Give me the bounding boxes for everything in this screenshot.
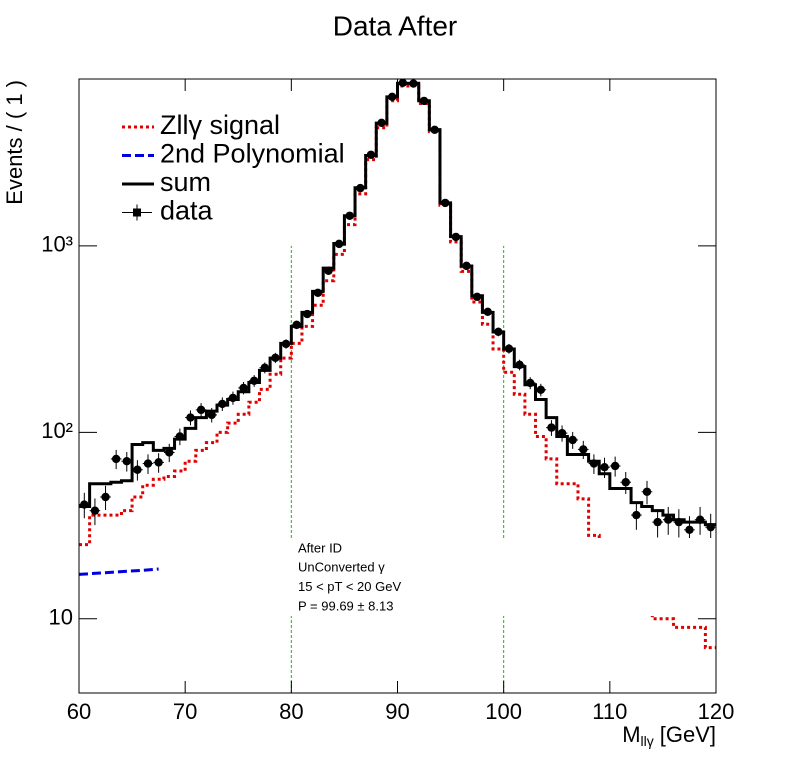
data-point — [207, 410, 216, 420]
data-point — [664, 515, 673, 524]
data-point — [303, 309, 312, 319]
data-point — [600, 463, 609, 472]
data-point — [228, 393, 238, 403]
data-point — [377, 118, 386, 128]
data-point — [292, 320, 301, 330]
data-point — [271, 353, 280, 363]
data-point — [409, 79, 418, 88]
x-tick-label: 100 — [485, 699, 522, 724]
data-point — [387, 92, 397, 102]
data-point — [610, 461, 620, 471]
legend-label: Zllγ signal — [160, 110, 280, 140]
data-point — [80, 500, 89, 509]
data-point — [706, 522, 715, 532]
data-point — [621, 478, 630, 487]
data-point — [462, 261, 471, 271]
x-tick-label: 70 — [173, 699, 197, 724]
data-point — [557, 428, 567, 438]
data-point — [239, 383, 248, 393]
x-tick-label: 60 — [67, 699, 91, 724]
data-point — [536, 385, 546, 395]
curve — [78, 567, 159, 576]
x-label-main: M — [622, 722, 640, 747]
x-label-unit: [GeV] — [660, 722, 716, 747]
data-point — [579, 445, 588, 454]
data-point — [430, 125, 439, 135]
data-point — [398, 78, 408, 88]
data-point — [483, 307, 492, 316]
chart-title: Data After — [333, 10, 458, 41]
annotation: 15 < pT < 20 GeV — [298, 579, 401, 594]
annotation: UnConverted γ — [298, 560, 385, 575]
data-point — [366, 150, 376, 159]
x-label-sub: llγ — [641, 733, 654, 749]
x-axis-label: Mllγ [GeV] — [622, 722, 716, 749]
data-point — [653, 517, 662, 527]
data-point — [218, 399, 227, 409]
x-tick-label: 110 — [592, 699, 627, 724]
y-axis-label: Events / ( 1 ) — [2, 80, 27, 205]
data-point — [356, 183, 365, 193]
data-point — [504, 344, 514, 353]
data-point — [685, 525, 694, 535]
data-point — [260, 363, 269, 372]
data-point — [526, 378, 535, 388]
step-line — [79, 81, 716, 527]
data-point — [674, 517, 684, 527]
data-point — [632, 510, 641, 520]
legend-label: sum — [160, 167, 211, 197]
data-point — [589, 459, 599, 468]
data-point — [281, 339, 291, 349]
data-point — [90, 506, 100, 515]
legend-label: 2nd Polynomial — [160, 139, 345, 169]
data-point — [334, 239, 344, 249]
data-point — [313, 288, 323, 298]
data-point — [472, 292, 482, 302]
data-point — [451, 232, 461, 242]
x-tick-label: 80 — [279, 699, 303, 724]
data-point — [419, 96, 429, 106]
data-point — [345, 211, 354, 220]
x-tick-label: 90 — [385, 699, 409, 724]
x-tick-label: 120 — [698, 699, 735, 724]
data-point — [515, 360, 524, 370]
data-point — [122, 457, 131, 466]
y-tick-label: 10³ — [41, 232, 73, 257]
data-point — [196, 405, 206, 415]
data-point — [154, 458, 163, 467]
data-point — [249, 376, 259, 385]
data-point — [642, 487, 652, 496]
y-tick-label: 10 — [49, 605, 73, 630]
data-point — [547, 423, 556, 432]
annotation: After ID — [298, 540, 342, 555]
legend-label: data — [160, 196, 214, 226]
data-point — [143, 459, 153, 468]
data-point — [101, 492, 110, 502]
data-point — [133, 465, 142, 474]
data-point — [695, 515, 705, 524]
data-point — [165, 448, 174, 457]
data-point — [441, 198, 450, 208]
data-point — [175, 432, 185, 441]
y-tick-label: 10² — [41, 418, 73, 443]
data-point — [568, 435, 577, 445]
legend-symbol — [133, 208, 141, 217]
annotation-box — [160, 538, 716, 616]
data-point — [494, 327, 503, 337]
data-point — [324, 266, 333, 275]
annotation: P = 99.69 ± 8.13 — [298, 598, 393, 613]
data-point — [186, 413, 195, 422]
data-point — [111, 454, 121, 464]
